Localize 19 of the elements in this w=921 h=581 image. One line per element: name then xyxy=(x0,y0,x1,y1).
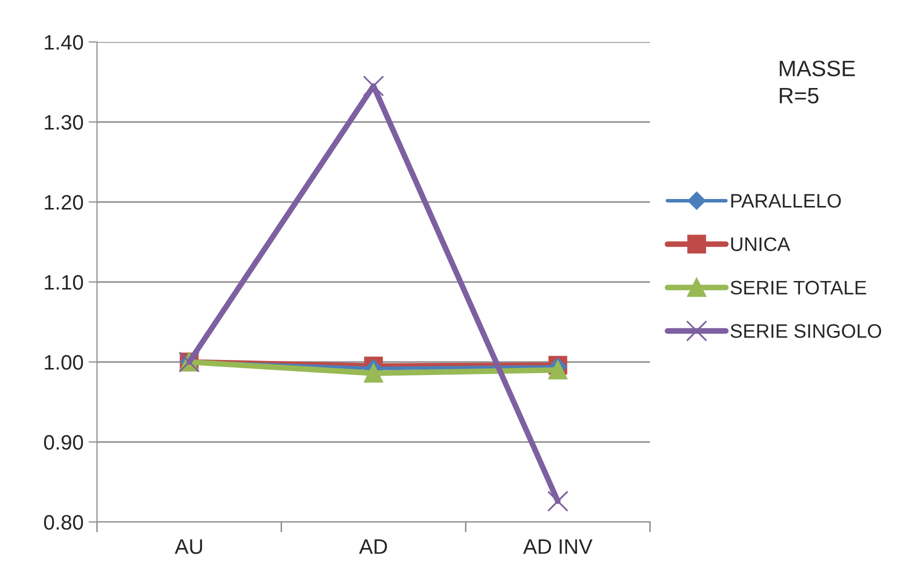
y-tick-label: 1.00 xyxy=(44,355,83,370)
y-tick-label: 1.10 xyxy=(44,275,83,290)
x-tick-label: AD INV xyxy=(523,539,592,554)
y-tick-label: 1.40 xyxy=(44,35,83,50)
x-tick-label: AD xyxy=(359,539,387,554)
x-tick-label: AU xyxy=(174,539,202,554)
legend-label: SERIE TOTALE xyxy=(730,280,866,295)
y-tick-label: 0.80 xyxy=(44,515,83,530)
y-tick-label: 0.90 xyxy=(44,435,83,450)
legend-label: UNICA xyxy=(731,237,790,252)
text: MASSE R=5 xyxy=(780,60,855,104)
y-tick-label: 1.30 xyxy=(44,115,83,130)
point xyxy=(548,360,568,380)
legend-label: SERIE SINGOLO xyxy=(730,324,882,338)
y-tick-label: 1.20 xyxy=(44,195,83,210)
point xyxy=(364,364,383,383)
point xyxy=(547,490,568,512)
legend-label: PARALLELO xyxy=(731,194,841,208)
point xyxy=(362,75,384,97)
